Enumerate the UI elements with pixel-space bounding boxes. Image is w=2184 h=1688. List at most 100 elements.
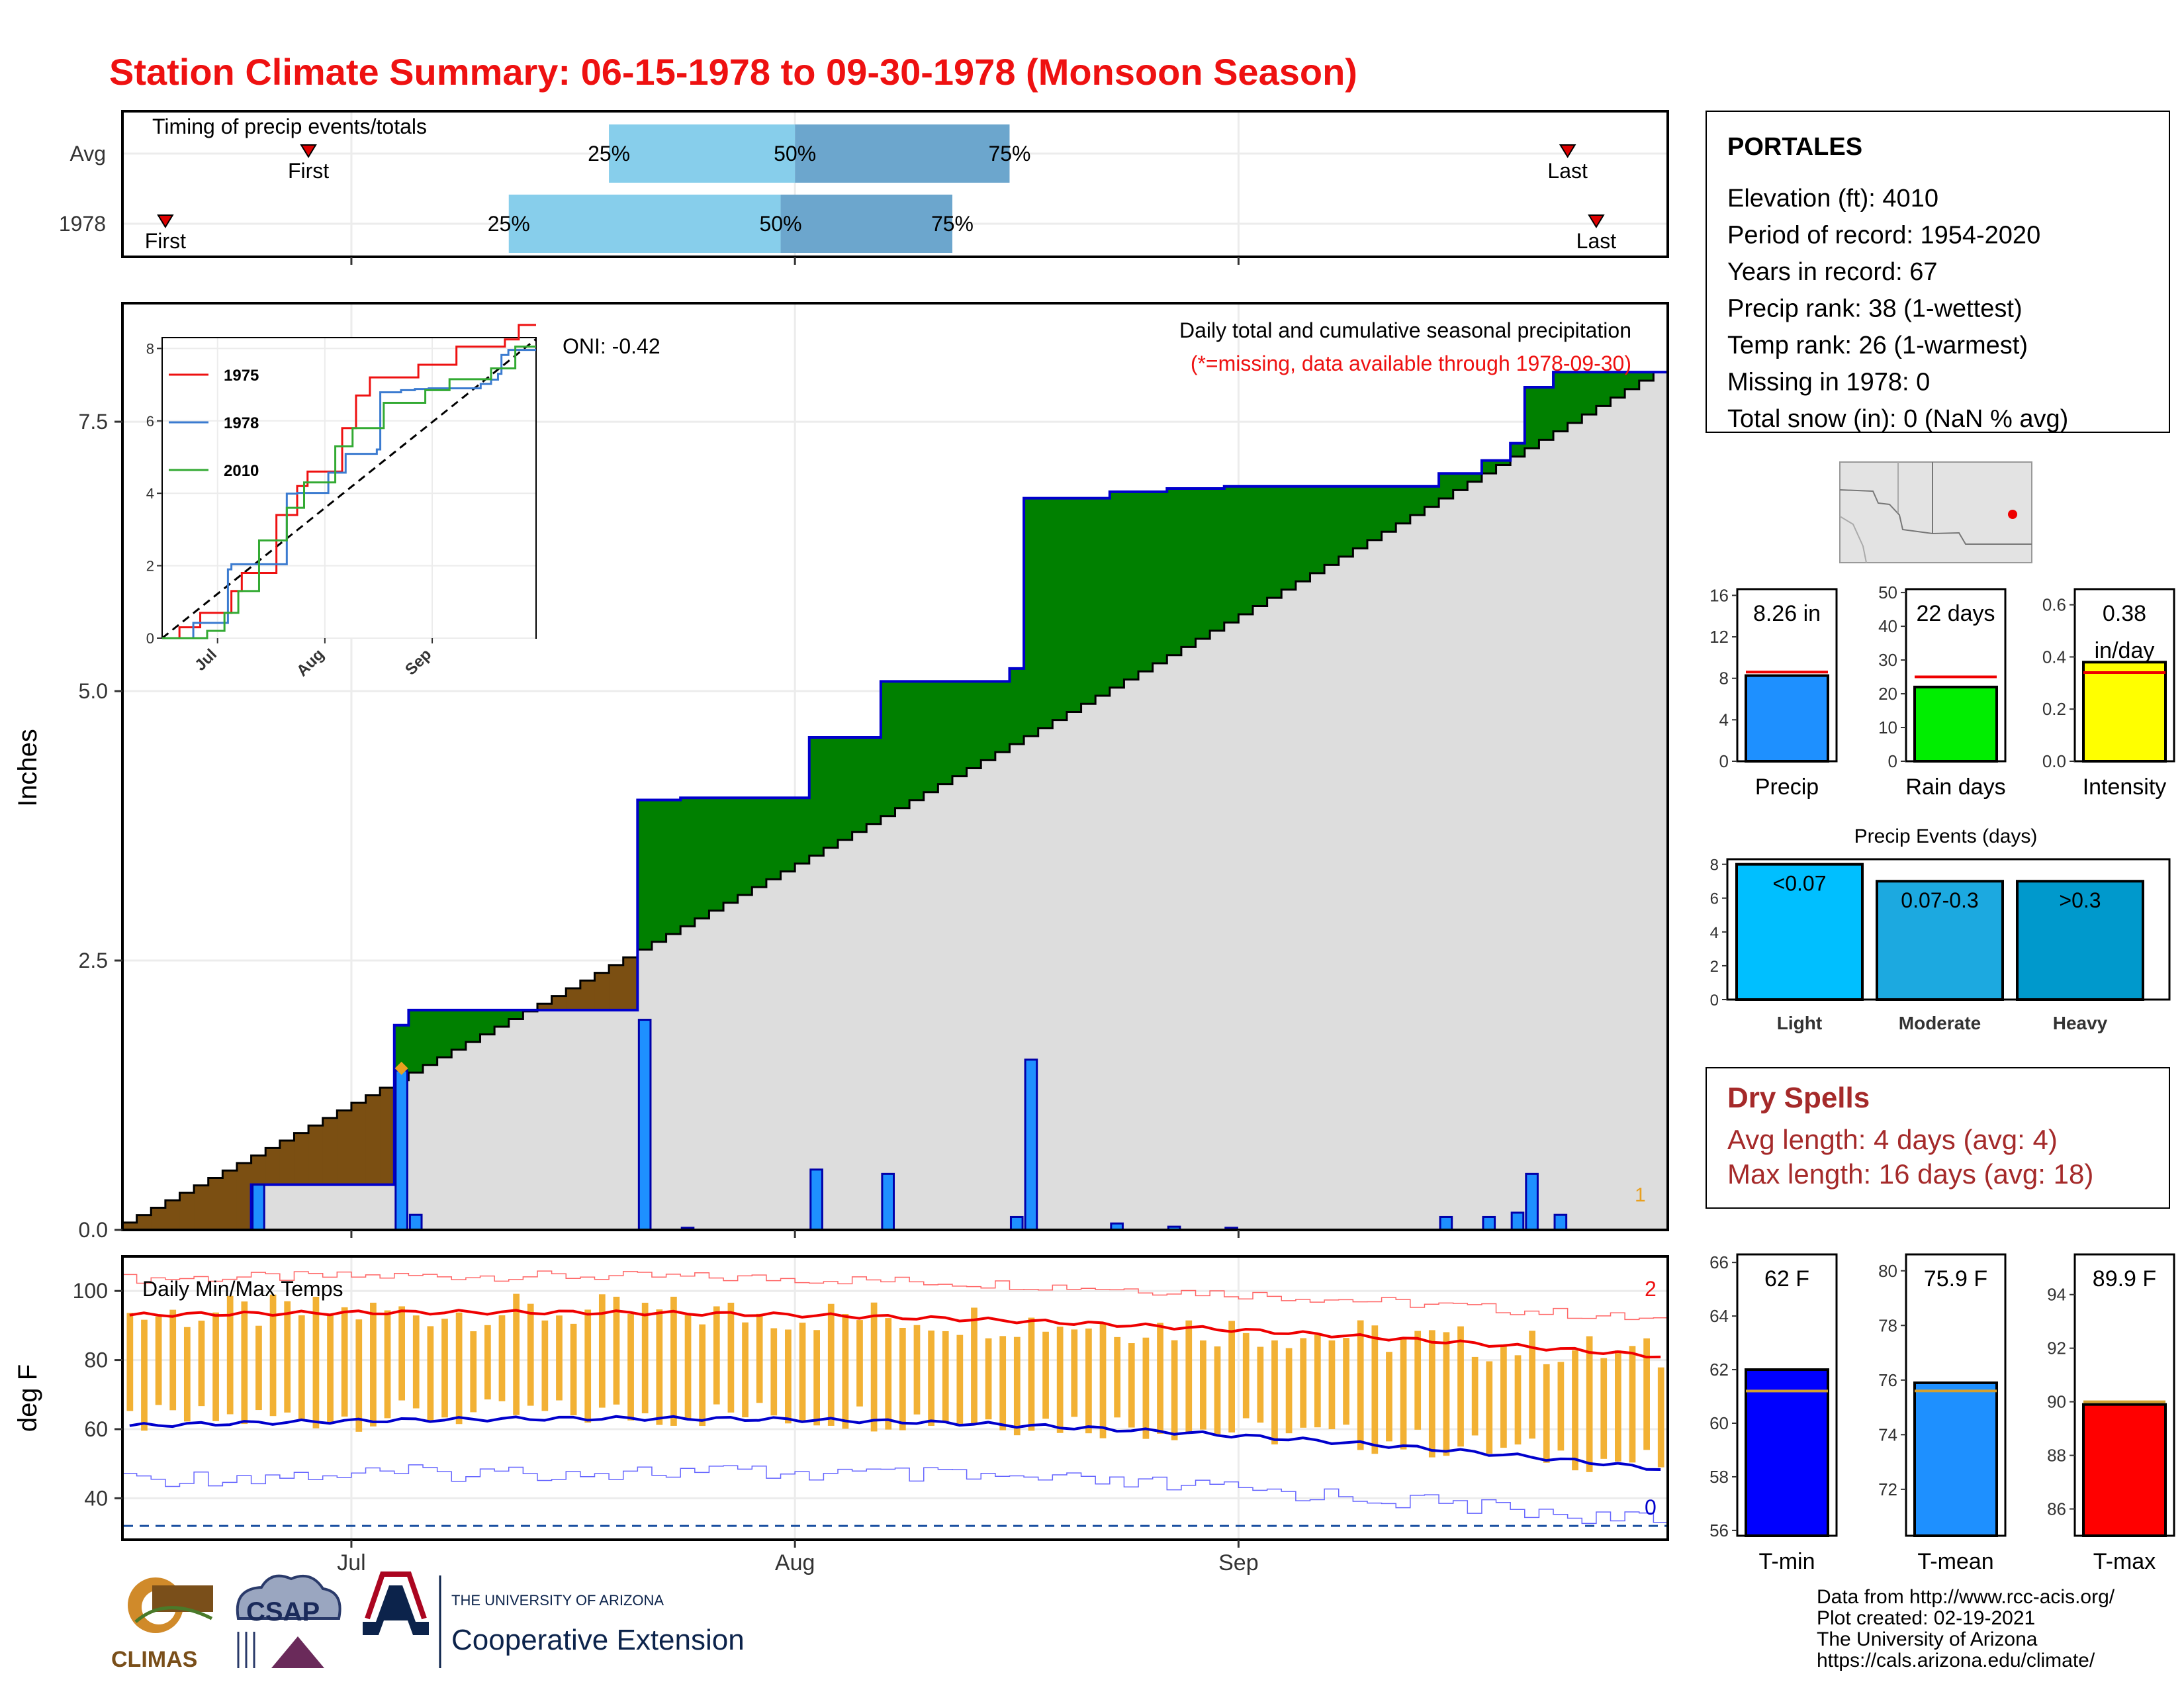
above-average-fill [1596,372,1612,406]
daily-temp-range-bar [341,1307,348,1417]
oni-label: ONI: -0.42 [563,334,660,358]
record-max-line [122,1270,1668,1321]
daily-temp-range-bar [1056,1327,1064,1433]
summary-ytick-label: 94 [2047,1285,2066,1305]
timing-p75-label: 75% [988,142,1030,165]
timing-p75-label: 75% [931,212,974,236]
temp-panel: 40 60 80 100 Daily Min/Max Temps 2 0 deg F [13,1255,1669,1548]
summary-ytick-label: 86 [2047,1499,2066,1519]
station-info-line: Temp rank: 26 (1-warmest) [1727,332,2028,359]
daily-temp-range-bar [284,1301,291,1413]
summary-ytick-label: 78 [1878,1315,1897,1335]
timing-first-label: First [288,159,329,183]
daily-temp-range-bar [1300,1338,1307,1428]
below-average-fill [337,1110,352,1185]
daily-temp-range-bar [1357,1320,1364,1450]
dry-spells-avg: Avg length: 4 days (avg: 4) [1727,1124,2058,1155]
precip-subtitle: (*=missing, data available through 1978-… [1191,352,1631,375]
above-average-fill [923,681,938,792]
average-cumulative-line [121,371,1668,1230]
above-average-fill [823,737,839,848]
above-average-fill [1338,486,1353,557]
month-label: Aug [775,1550,815,1575]
daily-temp-range-bar [756,1313,763,1403]
summary-ytick-label: 16 [1709,585,1729,605]
timing-p25-label: 25% [588,142,630,165]
below-average-fill [279,1140,295,1185]
daily-temp-range-bar [1443,1332,1450,1456]
average-cumulative-area [122,372,1668,1230]
daily-precip-bar [1024,1058,1038,1231]
daily-temp-range-bar [126,1313,134,1411]
summary-ytick-label: 0 [1719,751,1729,771]
average-max-temp-line [129,1309,1661,1359]
temp-ytick-label: 40 [84,1486,108,1510]
daily-temp-range-bar [1514,1355,1522,1445]
daily-temp-range-bar [384,1310,391,1419]
inset-ytick-label: 2 [146,558,154,575]
precip-panel: 0.0 2.5 5.0 7.5 Daily total and cumulative … [13,302,1669,1242]
events-bar [1735,863,1864,1001]
footer-line: Plot created: 02-19-2021 [1817,1607,2035,1629]
daily-temp-range-bar [169,1309,177,1411]
above-average-fill [1195,489,1210,639]
summary-ytick-label: 76 [1878,1370,1897,1390]
month-label: Sep [1218,1550,1259,1575]
summary-value-label: 75.9 F [1924,1266,1987,1291]
timing-first-marker [300,144,317,158]
daily-temp-range-bar [198,1321,205,1407]
daily-temp-range-bar [226,1295,234,1415]
daily-temp-range-bar [412,1315,420,1409]
above-average-fill [1510,443,1525,457]
below-average-fill [151,1207,166,1230]
temp-ytick-label: 100 [73,1279,108,1303]
below-average-fill [609,964,624,1010]
below-average-fill [265,1148,281,1185]
daily-temp-range-bar [1572,1350,1578,1471]
daily-temp-range-bar [398,1306,406,1401]
daily-temp-range-bar [1457,1326,1464,1447]
daily-temp-range-bar [1586,1336,1593,1472]
timing-p25-label: 25% [488,212,530,236]
above-average-fill [1539,387,1554,440]
daily-precip-bar [1525,1172,1539,1231]
summary-value-bar [1913,685,1998,763]
daily-temp-range-bar [1171,1340,1178,1440]
summary-ytick-label: 40 [1878,616,1897,636]
daily-temp-range-bar [742,1322,749,1418]
daily-temp-range-bar [641,1303,649,1414]
daily-temp-range-bar [556,1315,563,1401]
daily-temp-range-bar [913,1325,921,1415]
daily-temp-range-bar [1543,1364,1550,1463]
above-average-fill [1367,486,1383,540]
above-average-fill [909,681,925,800]
summary-category-label: Precip [1755,774,1819,800]
daily-temp-range-bar [327,1315,334,1423]
average-min-temp-line [129,1415,1661,1471]
footer-line: https://cals.arizona.edu/climate/ [1817,1650,2095,1671]
above-average-fill [637,800,653,950]
above-average-fill [995,681,1011,753]
summary-value-label: 0.38 [2103,601,2146,626]
below-average-fill [251,1155,266,1185]
daily-temp-range-bar [298,1315,305,1420]
above-average-fill [938,681,953,784]
daily-temp-range-bar [1099,1323,1107,1438]
above-average-fill [1610,372,1625,398]
below-average-fill [623,957,638,1010]
daily-precip-bar [251,1184,265,1231]
timing-row-year: 1978 [59,212,106,236]
summary-ytick-label: 0.0 [2042,751,2066,771]
below-average-fill [365,1095,381,1185]
summary-ytick-label: 58 [1709,1467,1729,1487]
above-average-fill [1625,372,1640,389]
summary-category-label: T-mean [1917,1549,1993,1574]
daily-temp-range-bar [627,1313,634,1421]
summary-value-bar [1745,674,1829,763]
station-name: PORTALES [1727,133,1862,161]
summary-ytick-label: 60 [1709,1413,1729,1433]
daily-temp-range-bar [1228,1321,1235,1432]
below-average-fill [179,1193,195,1230]
above-average-fill [966,681,981,769]
daily-temp-range-bar [856,1320,863,1407]
